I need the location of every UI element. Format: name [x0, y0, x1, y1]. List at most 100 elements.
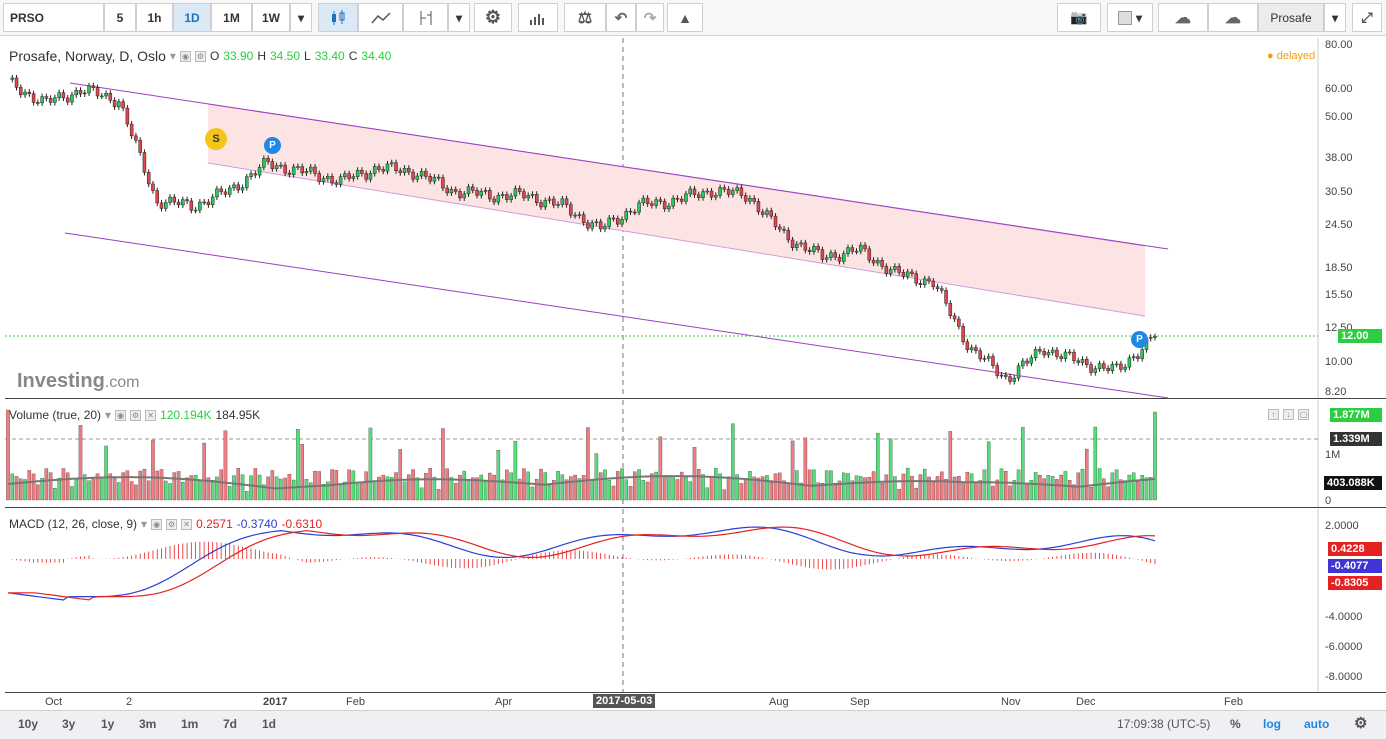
volume-bar [390, 477, 394, 501]
undo-button[interactable]: ↶ [606, 3, 636, 32]
candle [219, 188, 223, 193]
save-cloud-button[interactable]: ☁ [1208, 3, 1258, 32]
chevron-down-icon[interactable]: ▾ [141, 517, 148, 531]
color-picker-button[interactable]: ▾ [1107, 3, 1153, 32]
profile-button[interactable]: Prosafe [1258, 3, 1324, 32]
visibility-icon[interactable]: ◉ [179, 50, 191, 62]
chevron-down-icon: ▾ [297, 10, 305, 25]
move-down-icon[interactable]: ↓ [1283, 409, 1294, 420]
dividend-marker[interactable]: P [264, 137, 281, 154]
studies-button[interactable] [518, 3, 558, 32]
interval-1w[interactable]: 1W [252, 3, 290, 32]
volume-chart[interactable] [5, 400, 1386, 508]
volume-bar [488, 472, 492, 501]
price-tick: 50.00 [1325, 110, 1353, 123]
redo-button[interactable]: ↷ [636, 3, 664, 32]
profile-dropdown[interactable]: ▾ [1324, 3, 1346, 32]
volume-bar [871, 471, 876, 501]
symbol-input[interactable]: PRSO [3, 3, 104, 32]
range-3m[interactable]: 3m [139, 717, 157, 731]
auto-toggle[interactable]: auto [1304, 717, 1330, 731]
volume-bar [1059, 474, 1063, 501]
visibility-icon[interactable]: ◉ [151, 518, 163, 530]
split-marker[interactable]: S [205, 128, 227, 150]
scale-icon: ⚖ [577, 9, 593, 27]
volume-pane[interactable]: Volume (true, 20) ▾ ◉ ⚙ ✕ 120.194K 184.9… [5, 400, 1386, 508]
move-up-icon[interactable]: ↑ [1268, 409, 1279, 420]
line-chart-button[interactable] [358, 3, 403, 32]
interval-1h[interactable]: 1h [136, 3, 173, 32]
snapshot-button[interactable]: 📷 [1057, 3, 1101, 32]
volume-title: Volume (true, 20) [9, 408, 102, 422]
range-7d[interactable]: 7d [223, 717, 238, 731]
volume-bar [910, 475, 914, 501]
gear-icon[interactable]: ⚙ [166, 518, 178, 530]
time-axis[interactable]: Oct 2 2017 Feb Apr 2017-05-03 Aug Sep No… [5, 692, 1386, 710]
visibility-icon[interactable]: ◉ [115, 409, 127, 421]
volume-bar [232, 475, 236, 501]
interval-dropdown[interactable]: ▾ [290, 3, 312, 32]
candle [837, 256, 842, 262]
candle [752, 197, 756, 202]
dividend-marker[interactable]: P [1131, 331, 1148, 348]
candle [1059, 356, 1063, 360]
candle [522, 191, 526, 199]
log-toggle[interactable]: log [1263, 717, 1281, 731]
volume-bar [598, 472, 603, 501]
candle [594, 221, 599, 224]
volume-bar [658, 436, 663, 501]
volume-bar [168, 483, 172, 501]
volume-bar [23, 479, 27, 501]
gear-icon[interactable]: ⚙ [194, 50, 206, 62]
candle [40, 96, 44, 104]
macd-chart[interactable] [5, 509, 1386, 692]
candle [807, 249, 812, 252]
interval-5[interactable]: 5 [104, 3, 136, 32]
gear-icon[interactable]: ⚙ [130, 409, 142, 421]
compare-button[interactable]: ⚖ [564, 3, 606, 32]
candle [517, 188, 522, 192]
indicators-button[interactable] [403, 3, 448, 32]
fullscreen-button[interactable]: ⤢ [1352, 3, 1382, 32]
range-10y[interactable]: 10y [18, 717, 39, 731]
load-cloud-button[interactable]: ☁ [1158, 3, 1208, 32]
volume-bar [338, 483, 343, 501]
volume-bar [453, 483, 458, 501]
time-label: 2017 [263, 696, 288, 708]
range-1d[interactable]: 1d [262, 717, 277, 731]
volume-bar [300, 444, 304, 501]
range-1y[interactable]: 1y [101, 717, 115, 731]
volume-bar [210, 480, 215, 501]
candle [185, 199, 189, 202]
indicators-dropdown[interactable]: ▾ [448, 3, 470, 32]
close-icon[interactable]: ✕ [181, 518, 193, 530]
price-chart[interactable] [5, 38, 1386, 399]
volume-bar [897, 489, 901, 501]
macd-tick: -6.0000 [1325, 641, 1363, 653]
alert-button[interactable]: ▲ [667, 3, 703, 32]
candle [718, 187, 722, 196]
candles-button[interactable] [318, 3, 358, 32]
close-icon[interactable]: ✕ [145, 409, 157, 421]
candle [1153, 336, 1157, 338]
range-3y[interactable]: 3y [62, 717, 76, 731]
candle [253, 173, 258, 176]
percent-toggle[interactable]: % [1230, 717, 1241, 731]
interval-1d[interactable]: 1D [173, 3, 211, 32]
gear-icon[interactable]: ⚙ [1354, 715, 1368, 732]
macd-pane[interactable]: MACD (12, 26, close, 9) ▾ ◉ ⚙ ✕ 0.2571 -… [5, 509, 1386, 692]
chevron-down-icon[interactable]: ▾ [105, 408, 112, 422]
range-1m[interactable]: 1m [181, 717, 199, 731]
interval-1m[interactable]: 1M [211, 3, 252, 32]
candle [436, 176, 441, 179]
candle [1072, 351, 1076, 362]
chevron-down-icon[interactable]: ▾ [169, 49, 176, 63]
candle [326, 176, 330, 179]
open-value: 33.90 [223, 49, 254, 63]
volume-bar [782, 480, 786, 501]
settings-button[interactable]: ⚙ [474, 3, 512, 32]
maximize-icon[interactable]: ▢ [1298, 409, 1309, 420]
candle [556, 204, 560, 206]
